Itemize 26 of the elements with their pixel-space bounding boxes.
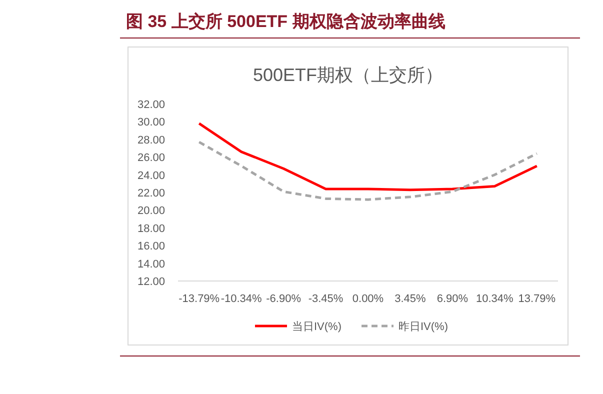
x-tick-label: 6.90% xyxy=(436,293,468,305)
chart-subtitle: 500ETF期权（上交所） xyxy=(252,65,444,85)
line-series xyxy=(198,122,538,192)
y-tick-label: 28.00 xyxy=(137,134,165,146)
y-tick-label: 14.00 xyxy=(137,258,165,270)
y-tick-label: 18.00 xyxy=(137,222,165,235)
legend-label: 当日IV(%) xyxy=(292,321,342,333)
y-tick-label: 20.00 xyxy=(137,205,165,218)
x-tick-label: 0.00% xyxy=(352,293,384,305)
x-tick-label: -13.79% xyxy=(178,293,220,305)
y-tick-label: 16.00 xyxy=(137,240,165,253)
x-tick-label: 13.79% xyxy=(518,293,556,305)
x-tick-label: -6.90% xyxy=(266,293,302,305)
y-tick-label: 24.00 xyxy=(137,170,165,182)
chart-title: 图 35 上交所 500ETF 期权隐含波动率曲线 xyxy=(126,12,446,31)
x-tick-label: 10.34% xyxy=(476,293,514,305)
y-tick-label: 22.00 xyxy=(137,188,165,200)
x-tick-label: 3.45% xyxy=(394,293,426,305)
x-tick-label: -3.45% xyxy=(308,293,344,305)
y-tick-label: 12.00 xyxy=(137,276,165,288)
line-series xyxy=(198,140,538,201)
legend-label: 昨日IV(%) xyxy=(398,321,448,333)
x-tick-label: -10.34% xyxy=(220,293,262,305)
y-tick-label: 26.00 xyxy=(137,152,165,164)
y-tick-label: 30.00 xyxy=(137,116,165,129)
y-tick-label: 32.00 xyxy=(137,99,165,111)
